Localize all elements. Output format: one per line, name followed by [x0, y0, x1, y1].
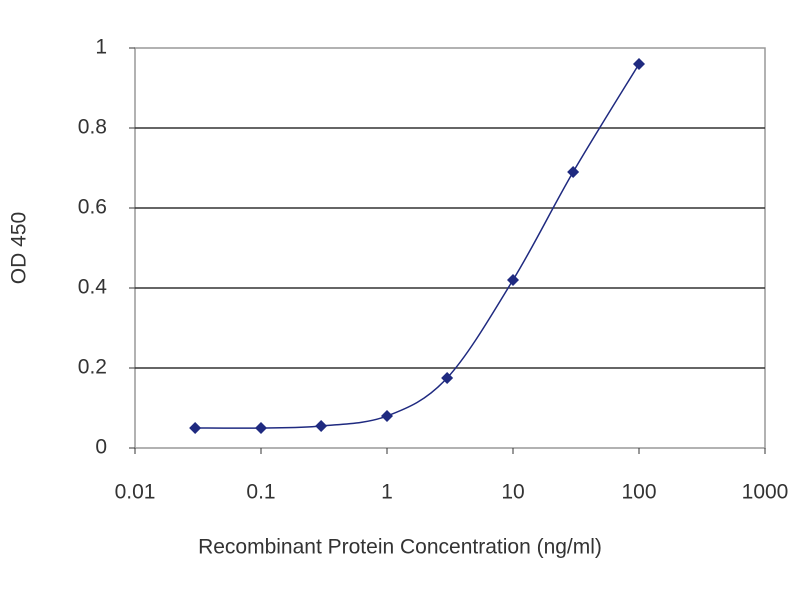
marker — [507, 274, 519, 286]
marker — [441, 372, 454, 384]
x-tick-label: 100 — [621, 481, 656, 504]
x-tick-label: 0.01 — [115, 481, 156, 504]
y-tick-label: 0.8 — [78, 116, 107, 139]
x-tick-label: 10 — [501, 481, 524, 504]
y-tick-label: 0.4 — [78, 276, 108, 299]
x-tick-label: 0.1 — [246, 481, 275, 504]
x-tick-label: 1 — [381, 481, 393, 504]
marker — [633, 58, 645, 70]
y-tick-label: 0 — [95, 436, 107, 459]
y-tick-label: 0.6 — [78, 196, 107, 219]
marker — [189, 422, 202, 434]
marker — [567, 166, 580, 178]
y-tick-label: 0.2 — [78, 356, 107, 379]
y-tick-label: 1 — [95, 36, 107, 59]
marker — [315, 420, 328, 432]
y-axis-label: OD 450 — [8, 212, 31, 284]
marker — [381, 410, 393, 422]
x-axis-label: Recombinant Protein Concentration (ng/ml… — [198, 536, 602, 559]
marker — [255, 422, 267, 434]
x-tick-label: 1000 — [742, 481, 789, 504]
plot-area — [134, 47, 766, 449]
